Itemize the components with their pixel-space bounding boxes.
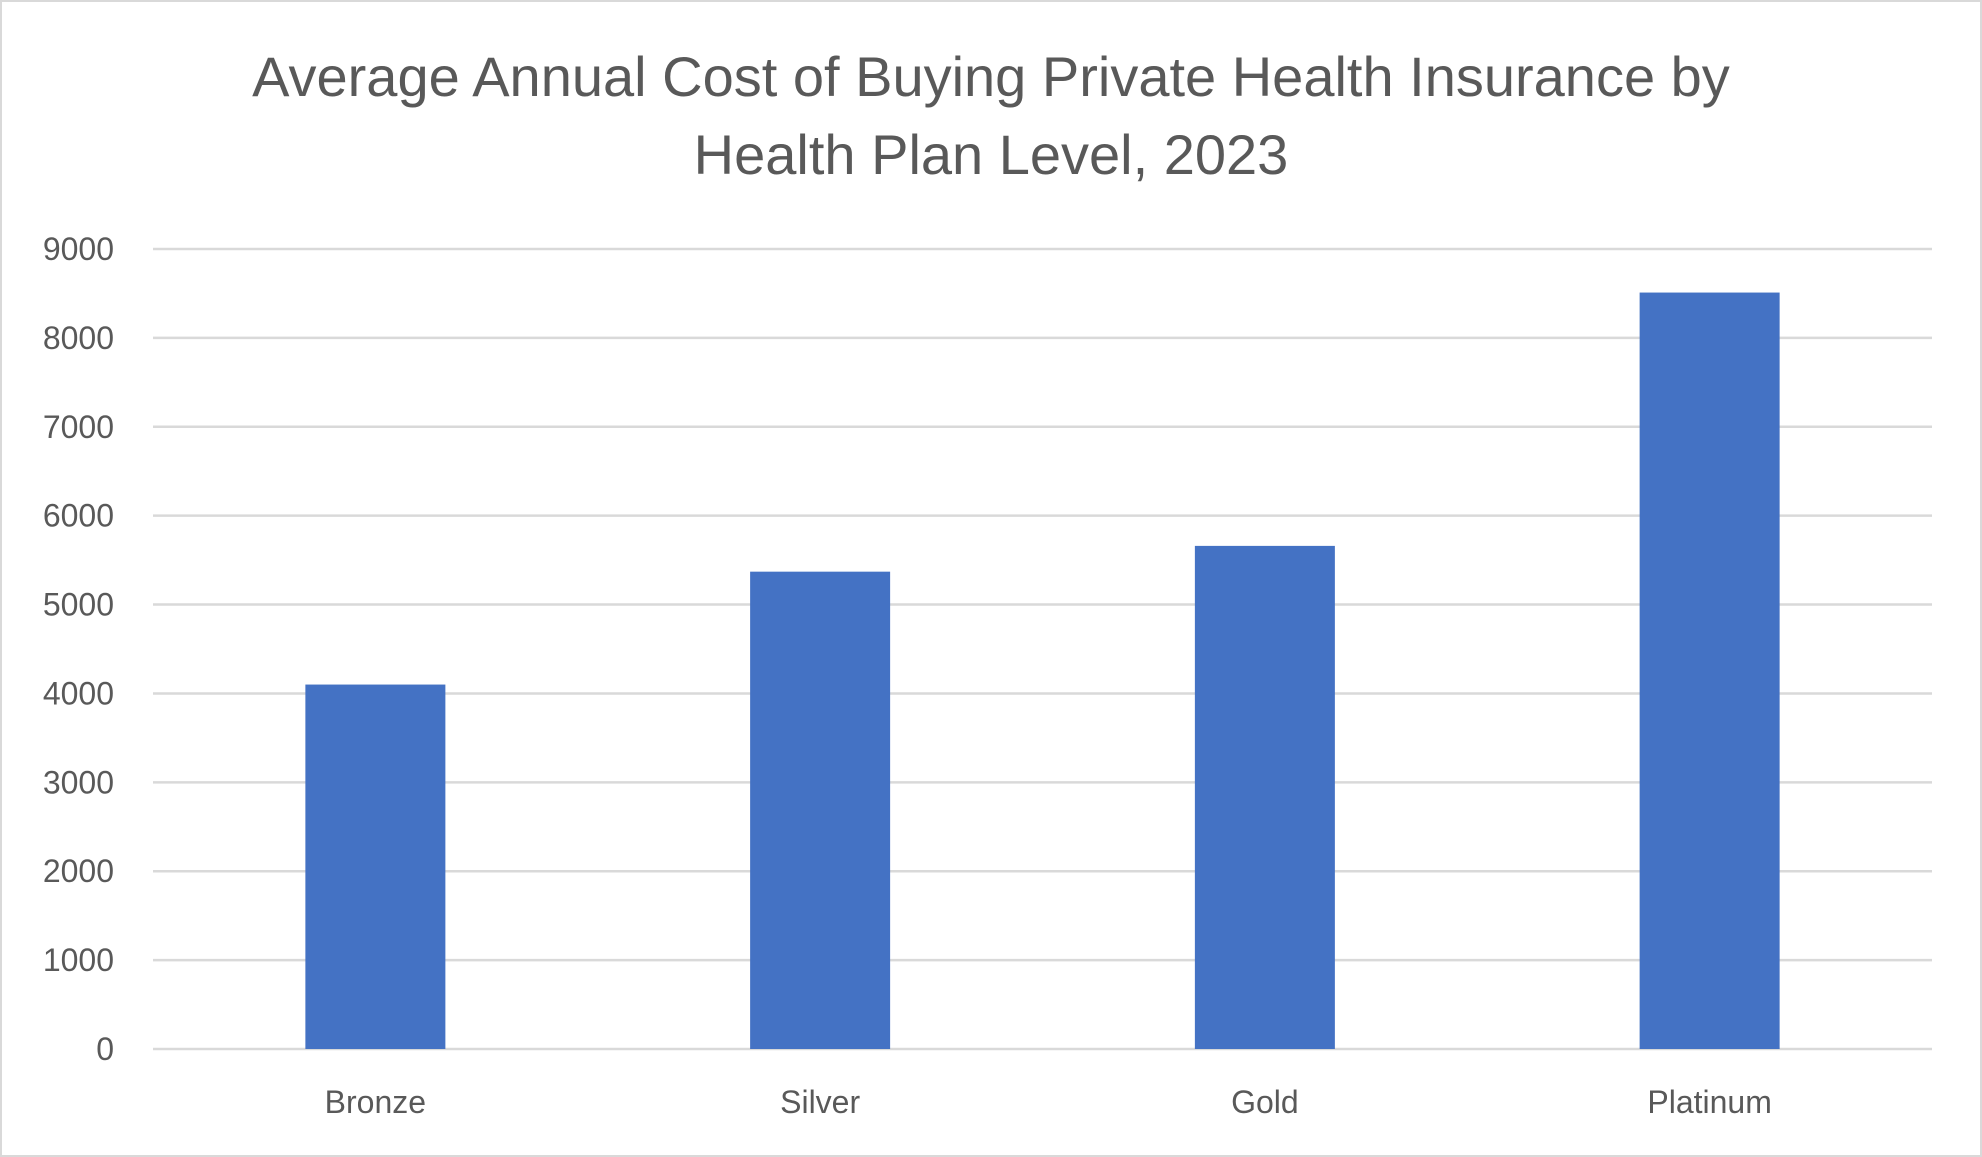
x-tick-label-silver: Silver	[780, 1084, 860, 1120]
chart-title-line-2: Health Plan Level, 2023	[693, 123, 1289, 186]
y-tick-label: 6000	[43, 498, 114, 534]
bar-silver	[750, 571, 891, 1049]
x-tick-label-gold: Gold	[1231, 1084, 1299, 1120]
y-tick-label: 4000	[43, 675, 114, 711]
bar-platinum	[1639, 292, 1780, 1049]
y-tick-label: 7000	[43, 409, 114, 445]
chart-title-line-1: Average Annual Cost of Buying Private He…	[252, 45, 1730, 108]
y-tick-label: 2000	[43, 853, 114, 889]
x-tick-label-bronze: Bronze	[325, 1084, 426, 1120]
bars	[305, 292, 1780, 1049]
y-tick-label: 9000	[43, 231, 114, 267]
y-tick-label: 5000	[43, 587, 114, 623]
y-axis-tick-labels: 0 1000 2000 3000 4000 5000 6000 7000 8000 9000	[43, 231, 114, 1067]
y-tick-label: 8000	[43, 320, 114, 356]
chart-title: Average Annual Cost of Buying Private He…	[0, 38, 1982, 194]
y-tick-label: 0	[96, 1031, 114, 1067]
y-tick-label: 1000	[43, 942, 114, 978]
x-tick-label-platinum: Platinum	[1647, 1084, 1772, 1120]
bar-gold	[1194, 545, 1335, 1049]
bar-bronze	[305, 684, 446, 1049]
x-axis-tick-labels: Bronze Silver Gold Platinum	[325, 1084, 1772, 1120]
gridlines	[153, 247, 1932, 1051]
y-tick-label: 3000	[43, 764, 114, 800]
